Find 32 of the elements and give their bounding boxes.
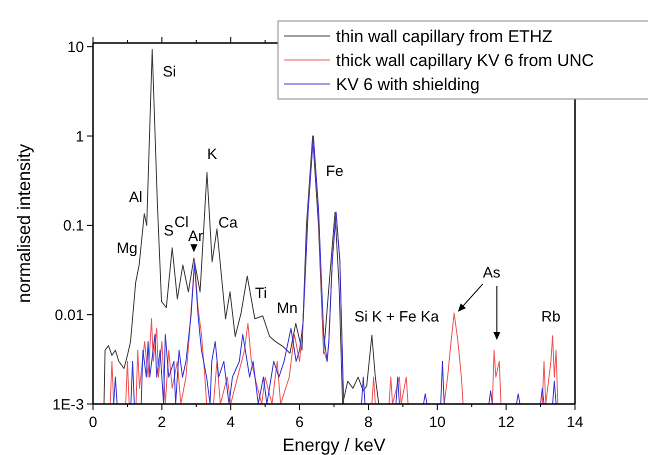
annotation: Ar (188, 228, 204, 246)
annotation: Cl (174, 214, 189, 231)
x-tick-label: 0 (88, 414, 98, 431)
annotation: S (164, 222, 174, 240)
legend-label: KV 6 with shielding (336, 74, 480, 94)
annotation: Fe (326, 162, 344, 180)
x-tick-label: 14 (566, 414, 584, 431)
x-tick-label: 2 (158, 414, 166, 431)
annotation: As (482, 264, 500, 282)
x-axis-title: Energy / keV (282, 435, 386, 455)
x-tick-label: 4 (226, 414, 235, 431)
x-tick-label: 6 (295, 414, 304, 431)
legend-label: thick wall capillary KV 6 from UNC (336, 50, 594, 70)
annotation: Rb (541, 308, 560, 326)
y-tick-label: 1E-3 (52, 396, 84, 414)
annotation: Al (129, 188, 142, 206)
annotation: Si K + Fe Ka (354, 308, 440, 326)
y-axis-title: normalised intensity (14, 144, 34, 304)
legend-label: thin wall capillary from ETHZ (336, 26, 552, 46)
annotation: Si (162, 64, 176, 81)
annotation: Ti (255, 284, 267, 302)
y-tick-label: 1 (76, 128, 84, 146)
y-tick-label: 0.01 (54, 306, 84, 324)
y-tick-label: 0.1 (63, 218, 84, 235)
annotation: Mg (116, 240, 138, 258)
annotation: Mn (276, 300, 298, 318)
annotation: K (207, 146, 218, 164)
y-tick-label: 10 (67, 38, 84, 56)
x-tick-label: 8 (364, 414, 373, 431)
x-tick-label: 10 (428, 414, 446, 431)
x-tick-label: 12 (498, 414, 514, 431)
annotation: Ca (218, 214, 238, 232)
